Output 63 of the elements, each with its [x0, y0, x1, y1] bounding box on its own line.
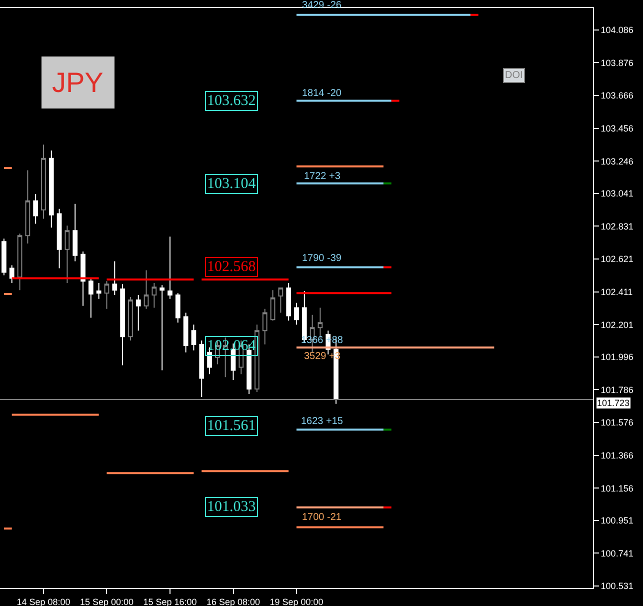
candlestick: [183, 312, 188, 353]
y-tick-label: 102.621: [600, 254, 634, 264]
y-tick-label: 102.411: [600, 286, 633, 297]
candlestick: [136, 294, 141, 332]
candlestick: [25, 170, 30, 244]
y-tick-label: 100.741: [600, 548, 634, 558]
y-tick-label: 102.831: [600, 221, 634, 232]
candlestick: [2, 238, 6, 276]
candlestick: [152, 282, 157, 308]
annotation: 1623 +15: [301, 416, 344, 427]
candlestick: [48, 150, 54, 228]
annotation: 1722 +3: [304, 171, 341, 182]
annotation: 101.033: [207, 499, 256, 515]
candlestick: [262, 308, 268, 345]
annotation: DOI: [505, 70, 523, 81]
y-tick-label: 103.456: [600, 123, 634, 134]
y-tick-label: 104.086: [600, 24, 634, 35]
candlestick: [112, 260, 118, 296]
y-tick-label: 103.041: [600, 188, 634, 198]
candlestick: [278, 288, 284, 314]
candlestick: [56, 208, 62, 269]
annotation: JPY: [52, 67, 104, 98]
candlestick: [120, 284, 125, 366]
candlestick: [104, 280, 110, 310]
candlestick: [191, 324, 196, 351]
y-tick-label: 103.246: [600, 156, 634, 166]
y-tick-label: 103.876: [600, 58, 634, 68]
annotation: 1700 -21: [302, 512, 342, 523]
candlestick: [9, 264, 14, 284]
annotation: 103.632: [207, 93, 256, 109]
annotation: 101.561: [207, 418, 256, 434]
y-tick-label: 100.531: [600, 581, 634, 592]
candlestick: [41, 144, 46, 220]
y-tick-label: 101.156: [600, 483, 634, 494]
annotation: 102.568: [207, 259, 256, 275]
candlestick: [294, 302, 299, 326]
candlestick: [270, 290, 276, 322]
candlestick: [128, 296, 133, 341]
y-tick-label: 101.996: [600, 352, 634, 362]
candlestick: [175, 292, 180, 324]
y-tick-label: 103.666: [600, 90, 634, 101]
y-tick-label: 102.201: [600, 320, 634, 330]
candlestick: [17, 233, 22, 291]
candlestick: [64, 225, 70, 284]
y-tick-label: 101.366: [600, 450, 634, 460]
candlestick: [286, 282, 292, 322]
candlestick: [199, 340, 204, 398]
y-tick-label: 101.576: [600, 418, 634, 428]
candlestick: [88, 278, 94, 318]
candlestick: [96, 282, 102, 300]
annotation: 103.104: [207, 176, 256, 192]
candlestick: [254, 324, 260, 392]
annotation: 1790 -39: [302, 253, 342, 264]
y-tick-label: 101.786: [600, 384, 634, 395]
candlestick: [33, 194, 38, 224]
annotation: 1814 -20: [302, 88, 342, 99]
candlestick: [168, 236, 172, 300]
ref-line-label: 101.723: [597, 398, 630, 408]
candlestick: [160, 284, 165, 371]
y-tick-label: 100.951: [600, 515, 634, 526]
candlestick: [80, 250, 86, 306]
candlestick: [72, 203, 78, 262]
candlestick: [144, 270, 149, 310]
